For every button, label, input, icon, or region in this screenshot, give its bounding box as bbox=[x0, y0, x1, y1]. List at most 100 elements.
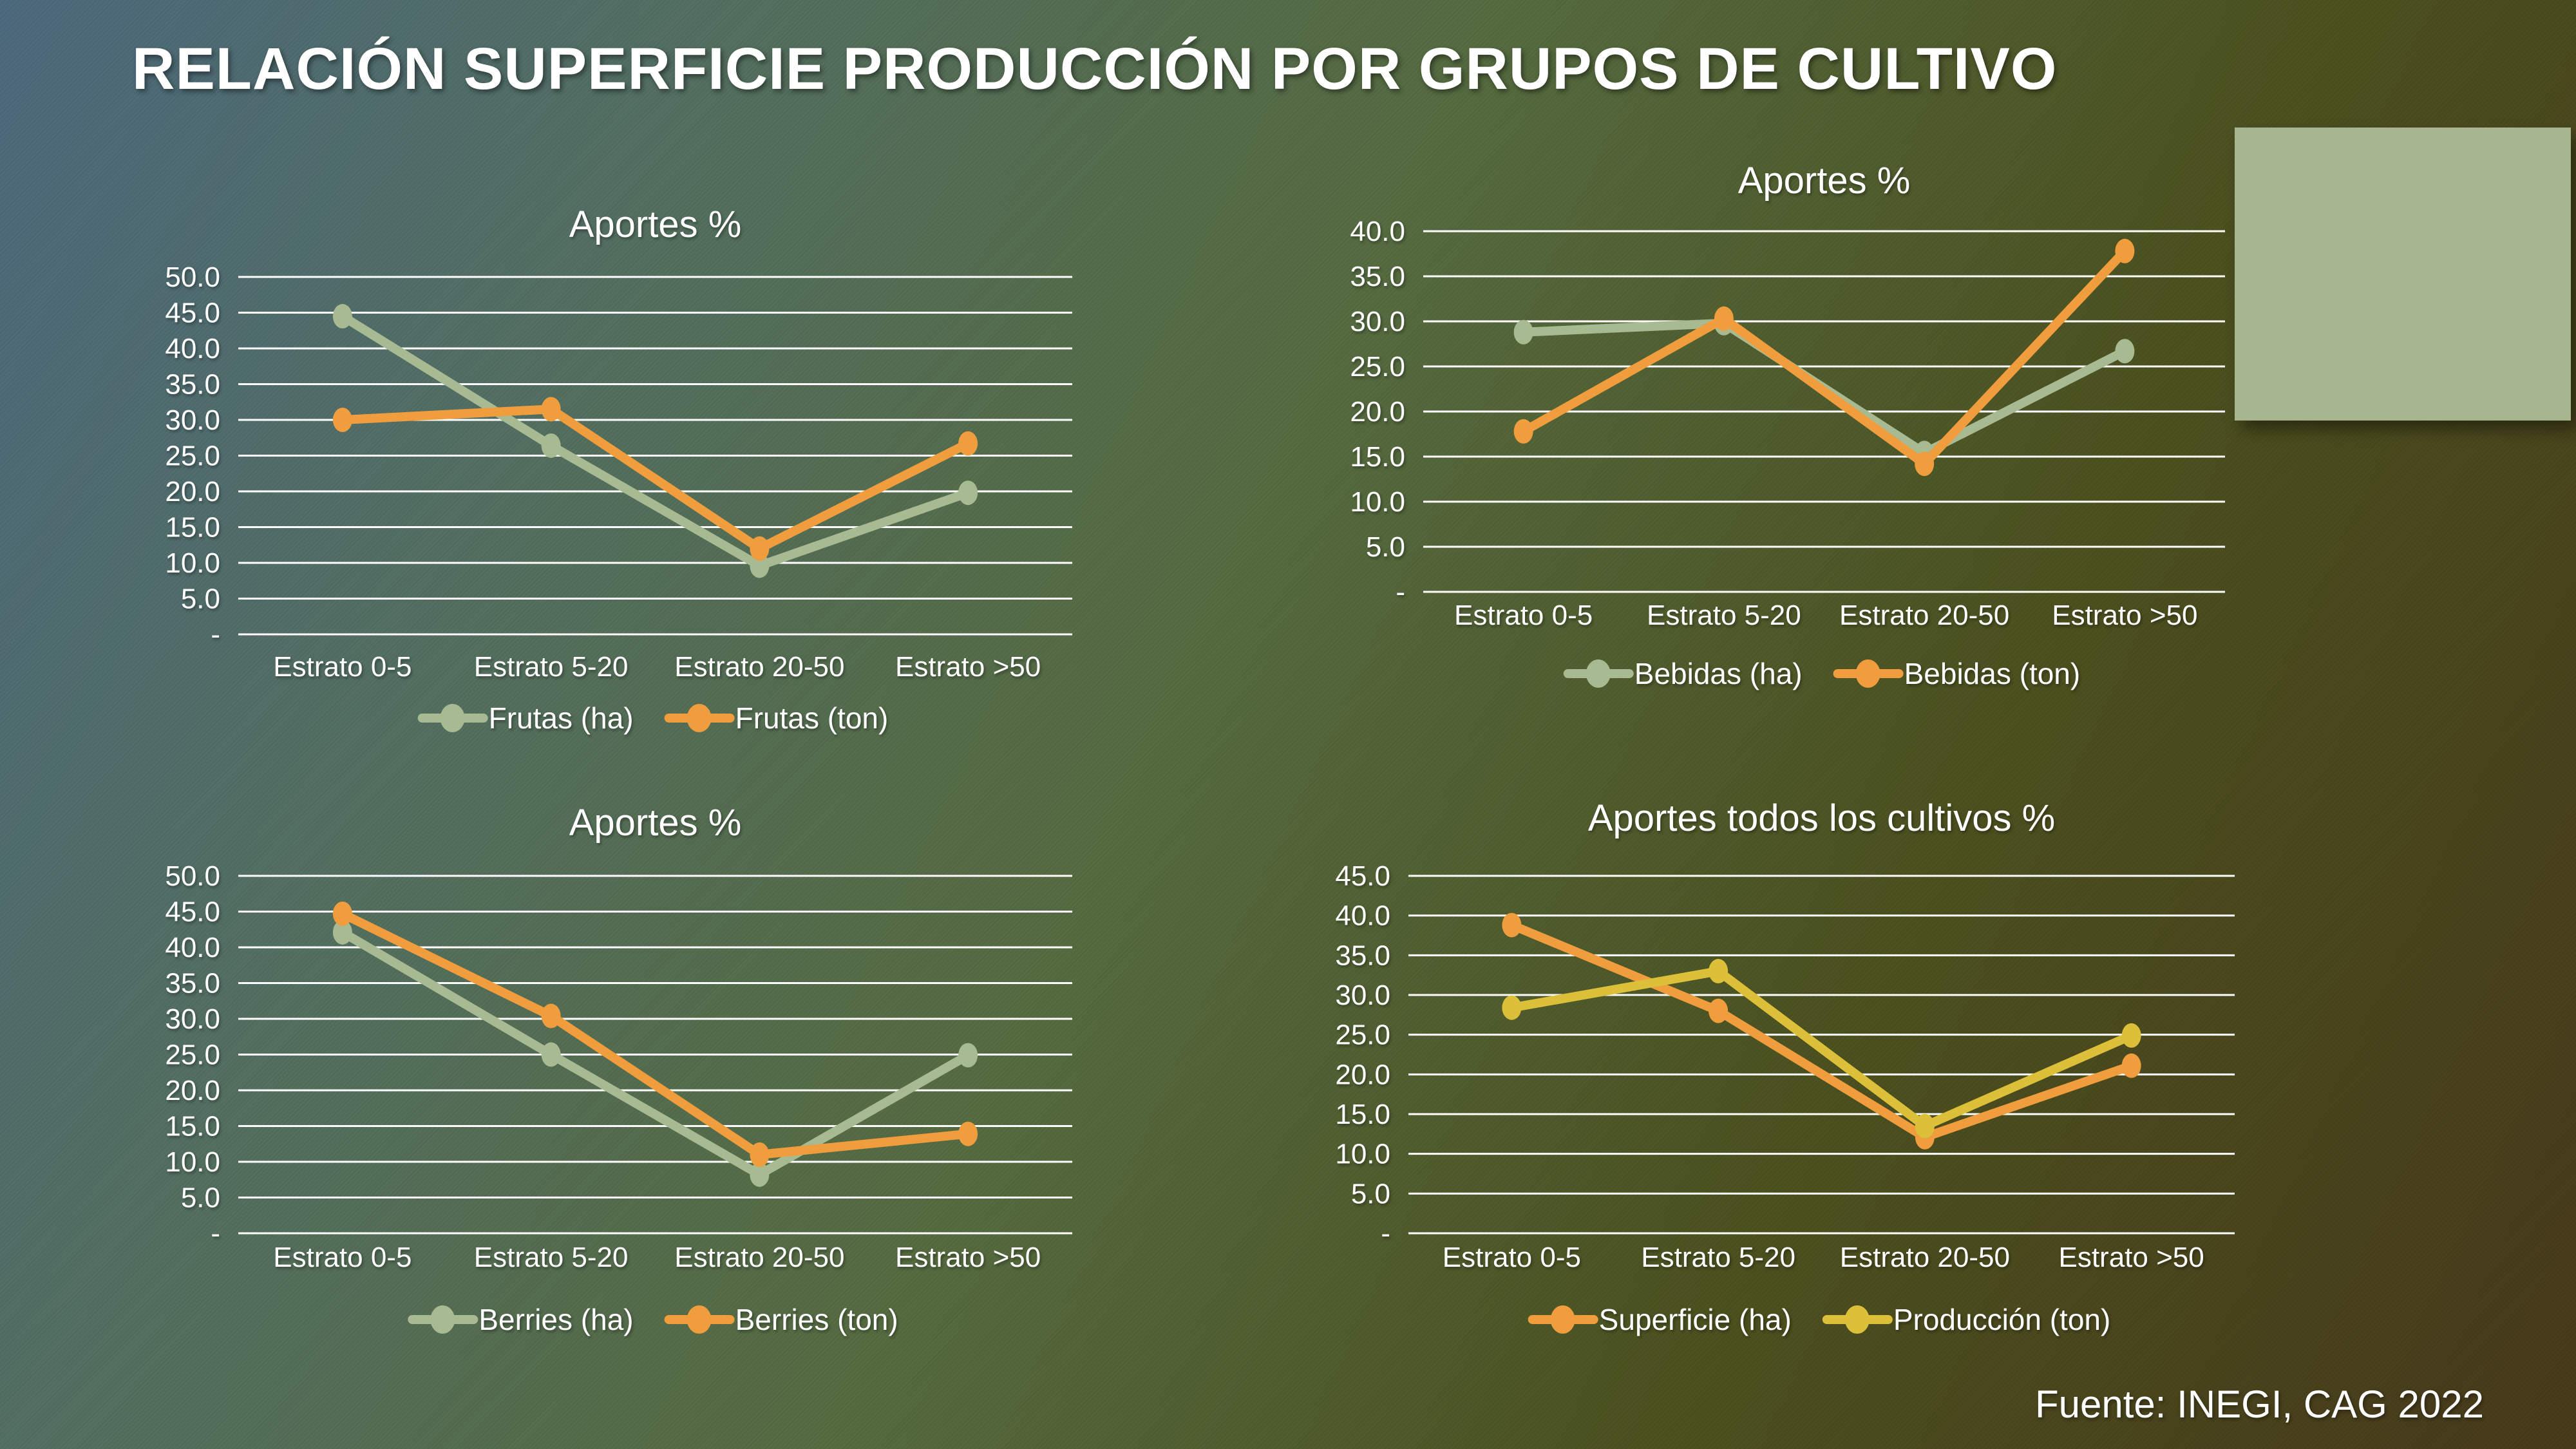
data-point-marker bbox=[1709, 959, 1728, 983]
y-tick-label: 20.0 bbox=[165, 1075, 220, 1106]
y-tick-label: 20.0 bbox=[1335, 1059, 1390, 1090]
legend-label: Berries (ha) bbox=[478, 1303, 633, 1336]
y-tick-label: 20.0 bbox=[165, 476, 220, 507]
legend-label: Frutas (ha) bbox=[489, 701, 634, 735]
legend-marker-icon bbox=[440, 704, 465, 732]
slide-title: RELACIÓN SUPERFICIE PRODUCCIÓN POR GRUPO… bbox=[132, 36, 2058, 102]
y-tick-label: 5.0 bbox=[181, 583, 220, 615]
legend-marker-icon bbox=[430, 1305, 455, 1334]
x-category-label: Estrato 0-5 bbox=[273, 1242, 412, 1273]
y-tick-label: 45.0 bbox=[165, 896, 220, 928]
y-tick-label: 25.0 bbox=[165, 440, 220, 472]
legend-marker-icon bbox=[1855, 659, 1880, 688]
y-tick-label: 30.0 bbox=[1335, 980, 1390, 1011]
chart-berries: Aportes % 50.0 45.0 40.0 35.0 30.0 25.0 20.0 15.… bbox=[148, 789, 1133, 1356]
y-tick-label: 50.0 bbox=[165, 261, 220, 293]
data-point-marker bbox=[1513, 419, 1533, 444]
series-line bbox=[337, 404, 973, 553]
x-category-label: Estrato >50 bbox=[895, 1242, 1041, 1273]
data-point-marker bbox=[1709, 998, 1728, 1023]
data-point-marker bbox=[1915, 1113, 1935, 1139]
y-tick-label: 25.0 bbox=[165, 1039, 220, 1071]
legend-marker-icon bbox=[1586, 659, 1611, 688]
legend-marker-icon bbox=[1550, 1305, 1575, 1334]
y-tick-label: 30.0 bbox=[1350, 306, 1405, 337]
legend-item: Superficie (ha) bbox=[1528, 1303, 1792, 1336]
y-tick-label: 20.0 bbox=[1350, 396, 1405, 428]
source-caption: Fuente: INEGI, CAG 2022 bbox=[2035, 1383, 2485, 1426]
chart-berries-canvas: Aportes % 50.0 45.0 40.0 35.0 30.0 25.0 20.0 15.… bbox=[165, 802, 1072, 1336]
series-line bbox=[337, 909, 973, 1159]
data-point-marker bbox=[958, 431, 978, 456]
x-category-label: Estrato >50 bbox=[895, 651, 1041, 683]
x-category-label: Estrato 5-20 bbox=[1647, 600, 1801, 631]
y-tick-label: - bbox=[211, 619, 220, 650]
data-point-marker bbox=[2121, 1023, 2141, 1048]
y-tick-label: 5.0 bbox=[1351, 1178, 1390, 1209]
chart-frutas: Aportes % 50.0 45.0 40.0 35.0 30.0 25.0 20.0 15.… bbox=[148, 187, 1133, 753]
y-tick-label: 5.0 bbox=[1366, 531, 1405, 563]
data-point-marker bbox=[750, 1142, 770, 1167]
y-tick-label: 15.0 bbox=[165, 512, 220, 544]
legend-marker-icon bbox=[687, 1305, 712, 1334]
legend-label: Producción (ton) bbox=[1893, 1303, 2111, 1336]
chart-frutas-canvas: Aportes % 50.0 45.0 40.0 35.030.0 25.0 20.0 15.… bbox=[165, 204, 1072, 735]
y-tick-label: 15.0 bbox=[1350, 441, 1405, 473]
legend-item: Berries (ha) bbox=[408, 1303, 634, 1336]
legend-label: Superficie (ha) bbox=[1599, 1303, 1792, 1336]
y-tick-label: 30.0 bbox=[165, 404, 220, 436]
y-tick-label: 15.0 bbox=[1335, 1099, 1390, 1130]
legend-item: Bebidas (ton) bbox=[1833, 657, 2081, 690]
data-point-marker bbox=[958, 480, 978, 506]
legend-label: Bebidas (ton) bbox=[1904, 657, 2081, 690]
y-tick-label: - bbox=[1381, 1218, 1390, 1249]
chart-todos: Aportes todos los cultivos % 45.0 40.0 35.0… bbox=[1320, 789, 2306, 1356]
data-point-marker bbox=[2121, 1053, 2141, 1078]
y-tick-label: 15.0 bbox=[165, 1111, 220, 1142]
data-point-marker bbox=[1502, 913, 1522, 938]
data-point-marker bbox=[1714, 306, 1734, 331]
y-tick-label: 10.0 bbox=[165, 1146, 220, 1178]
y-tick-label: 10.0 bbox=[1335, 1139, 1390, 1170]
series-line bbox=[1507, 920, 2136, 1142]
data-point-marker bbox=[541, 433, 561, 458]
y-tick-label: 25.0 bbox=[1335, 1019, 1390, 1051]
chart-title: Aportes % bbox=[569, 802, 742, 844]
x-category-label: Estrato 5-20 bbox=[474, 1242, 629, 1273]
legend-label: Bebidas (ha) bbox=[1634, 657, 1803, 690]
data-point-marker bbox=[541, 397, 561, 422]
accent-panel bbox=[2235, 128, 2571, 421]
legend-label: Berries (ton) bbox=[735, 1303, 898, 1336]
chart-title: Aportes % bbox=[1738, 160, 1911, 202]
data-point-marker bbox=[958, 1121, 978, 1146]
y-tick-label: 35.0 bbox=[165, 369, 220, 401]
chart-bebidas-canvas: Aportes % 40.0 35.0 30.0 25.0 20.0 15.0 10.0 5.0… bbox=[1350, 160, 2225, 690]
x-category-label: Estrato >50 bbox=[2052, 600, 2197, 631]
x-category-label: Estrato 0-5 bbox=[1443, 1242, 1581, 1273]
x-category-label: Estrato >50 bbox=[2058, 1242, 2204, 1273]
series-line bbox=[337, 927, 973, 1179]
x-category-label: Estrato 5-20 bbox=[474, 651, 629, 683]
legend-label: Frutas (ton) bbox=[735, 701, 889, 735]
chart-todos-canvas: Aportes todos los cultivos % 45.0 40.0 35.0… bbox=[1335, 797, 2235, 1336]
data-point-marker bbox=[541, 1042, 561, 1067]
y-tick-label: 40.0 bbox=[1350, 216, 1405, 247]
data-point-marker bbox=[541, 1003, 561, 1028]
x-category-label: Estrato 20-50 bbox=[1840, 1242, 2010, 1273]
y-tick-label: 40.0 bbox=[165, 932, 220, 963]
series-line bbox=[1519, 246, 2130, 469]
legend-item: Bebidas (ha) bbox=[1563, 657, 1803, 690]
y-tick-label: 35.0 bbox=[165, 968, 220, 999]
x-category-label: Estrato 20-50 bbox=[1839, 600, 2009, 631]
y-tick-label: 40.0 bbox=[1335, 900, 1390, 932]
legend-marker-icon bbox=[1844, 1305, 1870, 1334]
x-category-label: Estrato 5-20 bbox=[1641, 1242, 1795, 1273]
x-category-label: Estrato 20-50 bbox=[674, 1242, 844, 1273]
data-point-marker bbox=[750, 1162, 770, 1187]
data-point-marker bbox=[332, 408, 352, 432]
legend: Frutas (ha) Frutas (ton) bbox=[417, 701, 889, 735]
y-tick-label: 45.0 bbox=[1335, 860, 1390, 892]
data-point-marker bbox=[1513, 319, 1533, 345]
legend: Superficie (ha) Producción (ton) bbox=[1528, 1303, 2111, 1336]
